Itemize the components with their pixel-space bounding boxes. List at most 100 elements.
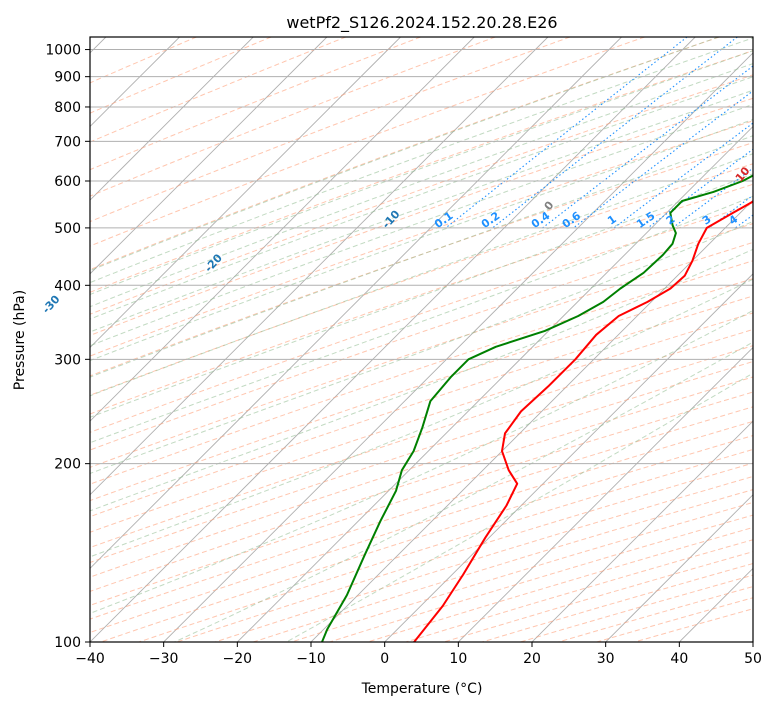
- mixing-ratio-label: 2: [664, 213, 678, 228]
- dry-adiabat-line: [90, 142, 753, 377]
- isotherm-line: [90, 37, 328, 275]
- x-tick-label: −20: [223, 651, 253, 667]
- x-axis-ticks: −40 −30 −20 −10 0 10 20 30 40 50: [75, 642, 762, 667]
- dry-adiabat-label: -20: [202, 251, 225, 275]
- x-tick-label: −40: [75, 651, 105, 667]
- moist-adiabat-line: [90, 37, 719, 272]
- mixing-ratio-lines: [445, 37, 753, 229]
- moist-adiabat-line: [90, 173, 753, 418]
- y-tick-label: 900: [54, 70, 81, 86]
- isotherm-line: [163, 52, 753, 642]
- dry-adiabat-line: [90, 37, 645, 247]
- y-tick-label: 400: [54, 278, 81, 294]
- isotherm-line: [237, 125, 753, 642]
- y-tick-label: 1000: [45, 43, 81, 59]
- isotherm-line: [679, 567, 753, 642]
- dry-adiabat-line: [90, 260, 753, 485]
- isotherm-line: [90, 37, 622, 569]
- y-tick-label: 100: [54, 635, 81, 651]
- dry-adiabat-line: [90, 203, 753, 433]
- dry-adiabat-line: [90, 241, 753, 468]
- isotherm-line: [531, 420, 753, 642]
- dry-adiabat-line: [90, 37, 197, 84]
- x-tick-label: −10: [296, 651, 326, 667]
- pressure-grid: [90, 49, 753, 642]
- isotherm-line: [90, 37, 696, 642]
- x-tick-label: −30: [149, 651, 179, 667]
- moist-adiabat-line: [90, 195, 753, 444]
- dry-adiabat-line: [90, 163, 753, 396]
- isotherm-line: [90, 37, 401, 349]
- dry-adiabat-line: [90, 278, 753, 502]
- y-tick-label: 800: [54, 100, 81, 116]
- dry-adiabat-line: [90, 328, 753, 549]
- axes-frame: [89, 36, 754, 643]
- plot-lines: [90, 37, 753, 642]
- moist-adiabat-line: [90, 220, 753, 475]
- mixing-ratio-line: [542, 65, 753, 229]
- dewpoint-profile-line: [321, 174, 753, 642]
- x-tick-label: 10: [449, 651, 467, 667]
- dry-adiabat-line: [90, 360, 753, 578]
- isotherm-line: [90, 37, 254, 201]
- y-tick-label: 200: [54, 457, 81, 473]
- dry-adiabat-line: [90, 312, 753, 533]
- dry-adiabat-line: [100, 435, 753, 642]
- moist-adiabat-line: [90, 76, 753, 320]
- x-tick-label: 40: [670, 651, 688, 667]
- isotherm-line: [458, 346, 753, 642]
- isotherm-line: [90, 37, 549, 496]
- y-axis-label: Pressure (hPa): [12, 290, 28, 390]
- dry-adiabat-line: [90, 37, 720, 271]
- mixing-ratio-line: [613, 122, 753, 229]
- dry-adiabat-line: [90, 295, 753, 518]
- moist-adiabat-line: [90, 248, 753, 512]
- dry-adiabat-line: [90, 345, 753, 564]
- isotherm-line: [752, 641, 753, 642]
- moist-adiabat-line: [90, 89, 753, 333]
- temperature-profile-line: [413, 200, 753, 642]
- dry-adiabat-line: [443, 551, 753, 642]
- moist-adiabat-line: [90, 153, 753, 397]
- isotherm-line: [310, 199, 753, 642]
- dry-adiabat-line: [90, 406, 753, 620]
- x-tick-label: 30: [597, 651, 615, 667]
- moist-adiabat-line: [174, 341, 753, 642]
- mixing-ratio-line: [735, 214, 753, 229]
- moist-adiabats: [90, 37, 753, 642]
- dry-adiabat-line: [90, 183, 753, 415]
- moist-adiabat-line: [90, 118, 753, 362]
- mixing-ratio-line: [573, 90, 753, 229]
- moist-adiabat-line: [90, 278, 753, 558]
- y-tick-label: 700: [54, 134, 81, 150]
- plot-area: 0.10.20.40.611.5234-100-90-80-70-60-50-4…: [40, 36, 762, 667]
- moist-adiabat-line: [90, 63, 753, 308]
- dry-adiabat-line: [90, 37, 571, 223]
- dry-adiabat-line: [329, 514, 753, 642]
- isotherm-line: [384, 273, 753, 642]
- moist-adiabat-line: [90, 135, 753, 378]
- dry-adiabat-line: [90, 74, 753, 315]
- moist-adiabat-line: [90, 50, 753, 296]
- dry-adiabat-line: [90, 37, 421, 171]
- x-tick-label: 50: [744, 651, 762, 667]
- isotherm-line: [605, 494, 753, 642]
- dry-adiabat-line: [90, 376, 753, 592]
- dry-adiabat-line: [90, 50, 753, 293]
- dry-adiabats: [90, 37, 753, 642]
- dry-adiabat-line: [90, 223, 753, 451]
- y-axis-ticks: 1000 900 800 700 600 500 400 300 200 100: [45, 43, 90, 651]
- dry-adiabat-line: [90, 37, 496, 197]
- dry-adiabat-line: [90, 120, 753, 357]
- dry-adiabat-line: [634, 608, 753, 642]
- y-tick-label: 500: [54, 221, 81, 237]
- mixing-ratio-line: [492, 37, 738, 229]
- x-tick-label: 20: [523, 651, 541, 667]
- dry-adiabat-label: -30: [40, 292, 63, 316]
- x-tick-label: 0: [380, 651, 389, 667]
- chart-title: wetPf2_S126.2024.152.20.28.E26: [286, 13, 557, 33]
- y-tick-label: 300: [54, 352, 81, 368]
- isotherm-line: [90, 37, 475, 422]
- moist-adiabat-line: [90, 37, 753, 284]
